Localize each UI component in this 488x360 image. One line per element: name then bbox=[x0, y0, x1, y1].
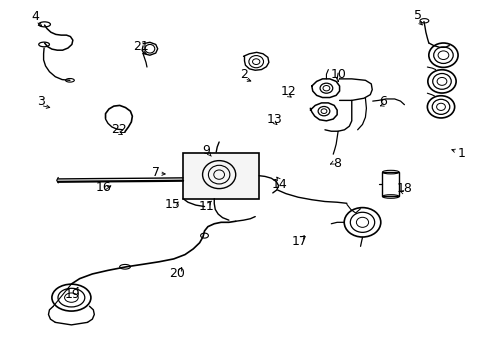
Text: 17: 17 bbox=[290, 235, 306, 248]
Bar bbox=[183, 153, 258, 199]
Text: 6: 6 bbox=[379, 95, 386, 108]
Text: 20: 20 bbox=[169, 267, 185, 280]
Text: 15: 15 bbox=[164, 198, 180, 211]
Text: 11: 11 bbox=[198, 201, 214, 213]
Text: 8: 8 bbox=[332, 157, 341, 170]
Text: 16: 16 bbox=[95, 181, 111, 194]
Text: 19: 19 bbox=[65, 288, 81, 301]
Text: 2: 2 bbox=[240, 68, 248, 81]
Text: 4: 4 bbox=[32, 10, 40, 23]
Text: 9: 9 bbox=[202, 144, 210, 157]
Text: 18: 18 bbox=[396, 183, 411, 195]
Text: 5: 5 bbox=[413, 9, 421, 22]
Text: 7: 7 bbox=[151, 166, 160, 179]
Text: 3: 3 bbox=[37, 95, 44, 108]
Text: 10: 10 bbox=[329, 68, 346, 81]
Text: 21: 21 bbox=[133, 40, 149, 53]
Text: 1: 1 bbox=[457, 147, 465, 159]
Text: 13: 13 bbox=[266, 113, 282, 126]
Text: 22: 22 bbox=[111, 122, 126, 136]
Text: 14: 14 bbox=[271, 178, 287, 191]
Text: 12: 12 bbox=[280, 85, 296, 98]
Bar bbox=[382, 172, 398, 197]
